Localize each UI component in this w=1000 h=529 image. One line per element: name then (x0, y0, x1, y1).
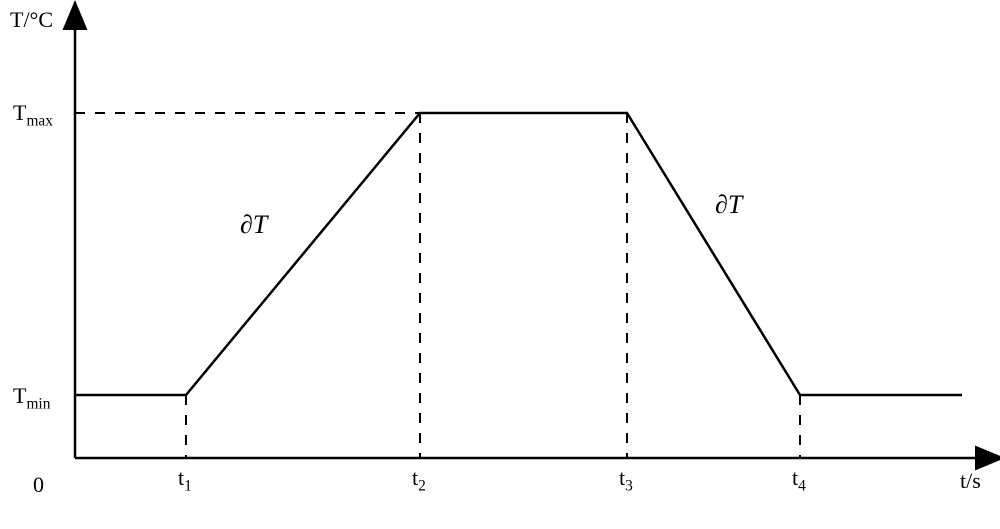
xtick-t3: t3 (619, 465, 633, 495)
chart-container: T/°C t/s 0 Tmax Tmin t1 t2 t3 t4 ∂T ∂T (0, 0, 1000, 529)
x-axis-label: t/s (960, 468, 981, 494)
xtick-t1: t1 (178, 465, 192, 495)
slope-label-down: ∂T (715, 190, 742, 220)
xtick-t4: t4 (792, 465, 806, 495)
slope-label-up: ∂T (240, 210, 267, 240)
xtick-t2: t2 (412, 465, 426, 495)
y-axis-label: T/°C (10, 7, 53, 33)
chart-svg (0, 0, 1000, 529)
ytick-tmax: Tmax (13, 100, 53, 130)
origin-label: 0 (33, 472, 44, 498)
ytick-tmin: Tmin (13, 383, 50, 413)
